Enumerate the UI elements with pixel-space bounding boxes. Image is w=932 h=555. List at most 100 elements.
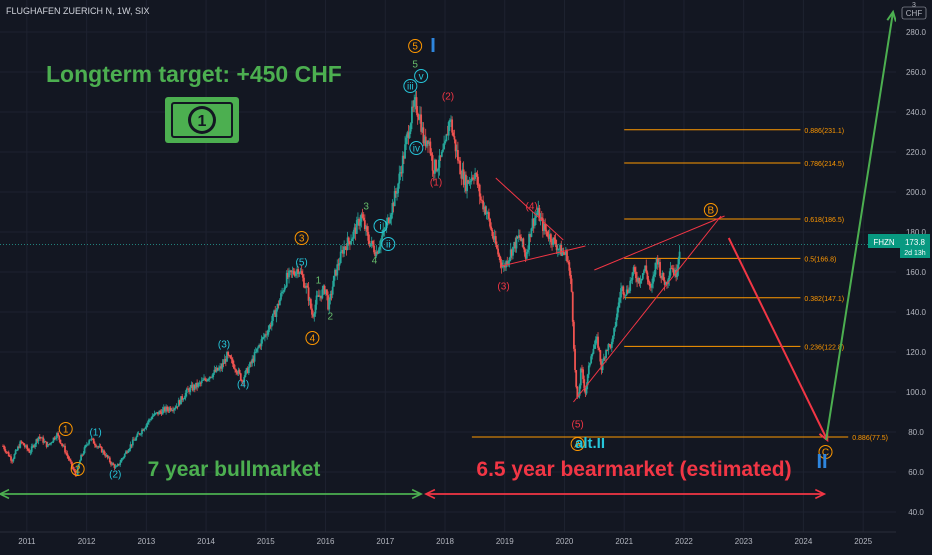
candle-body [404,144,406,159]
candle-body [656,258,659,265]
candle-body [497,248,499,255]
candle-body [407,132,410,138]
candle-body [533,217,536,226]
candle-body [606,350,609,351]
candle-body [494,236,497,245]
candle-body [223,358,226,364]
candle-body [652,276,655,284]
candle-body [320,295,323,299]
candle-body [471,177,474,179]
candle-body [221,363,224,369]
candle-body [51,441,54,443]
y-axis[interactable]: 40.0 60.0 80.0 100.0 120.0 140.0 160.0 180.0 200… [896,0,932,550]
candle-body [177,400,180,407]
candle-body [551,242,553,245]
candle-body [114,466,117,468]
candle-body [436,170,439,172]
candle-body [424,136,427,147]
x-tick-label: 2018 [436,537,454,546]
candle-body [377,249,380,254]
price-tag[interactable]: FHZN 173.8 2d 13h [868,234,930,258]
candle-body [589,363,591,366]
candle-body [282,291,285,293]
candle-body [496,244,498,249]
wave-label: (3) [218,340,230,351]
candle-body [118,463,120,465]
candle-body [230,358,233,360]
candle-body [201,380,204,381]
candle-body [399,172,402,174]
candle-body [536,212,539,216]
candle-body [448,120,451,123]
candle-body [574,348,576,371]
candle-body [112,463,115,465]
candle-body [482,200,485,210]
candle-body [677,258,680,270]
candle-body [274,310,277,317]
candle-body [366,226,369,232]
candle-body [541,218,544,232]
candle-body [110,462,112,465]
candle-body [317,295,320,297]
candle-body [556,248,559,251]
candle-body [327,295,329,310]
candle-body [406,132,409,138]
candle-body [134,440,136,441]
candle-body [89,439,92,441]
wave-label: iv [413,144,420,155]
candle-body [362,217,365,221]
candle-body [390,214,393,220]
candle-body [156,412,158,413]
candle-body [415,97,418,113]
candle-body [157,412,159,415]
candle-body [393,191,396,207]
candle-body [22,443,25,446]
x-axis[interactable]: 2011 2012 2013 2014 2015 2016 2017 2018 2019 2020… [0,531,896,546]
x-tick-label: 2023 [735,537,753,546]
bull-span-left-head [0,488,10,500]
candle-body [355,220,358,234]
candle-body [519,235,521,237]
candle-body [417,116,420,120]
candle-body [431,155,434,171]
candle-body [676,269,679,278]
candle-body [440,151,443,157]
money-bill-icon: 1 [165,97,239,143]
candle-body [504,265,506,268]
candle-body [76,467,79,476]
x-tick-label: 2019 [496,537,514,546]
candle-body [477,184,480,186]
candle-body [17,446,19,451]
candle-body [133,439,135,441]
candle-body [405,137,408,145]
candle-body [275,309,278,317]
candle-body [498,254,501,257]
candle-body [135,436,138,441]
candle-body [14,450,17,455]
candle-body [655,258,658,263]
candle-body [238,370,241,374]
candle-body [300,271,303,275]
candle-body [73,469,76,471]
candle-body [329,293,332,300]
candle-body [610,341,613,348]
candle-body [456,150,459,161]
currency-box[interactable] [901,6,927,20]
candle-body [391,203,394,215]
candle-body [304,287,306,289]
candle-body [621,286,624,289]
candle-body [319,295,321,297]
candle-body [336,264,339,276]
candle-body [564,251,567,255]
candle-body [522,238,525,248]
candle-body [139,433,142,435]
candle-body [432,170,435,174]
candle-body [487,212,490,219]
candle-body [598,347,601,351]
candle-body [398,173,401,184]
wave-label: (5) [296,258,308,269]
candle-body [631,272,634,280]
candle-body [104,454,107,457]
candle-body [643,270,645,274]
